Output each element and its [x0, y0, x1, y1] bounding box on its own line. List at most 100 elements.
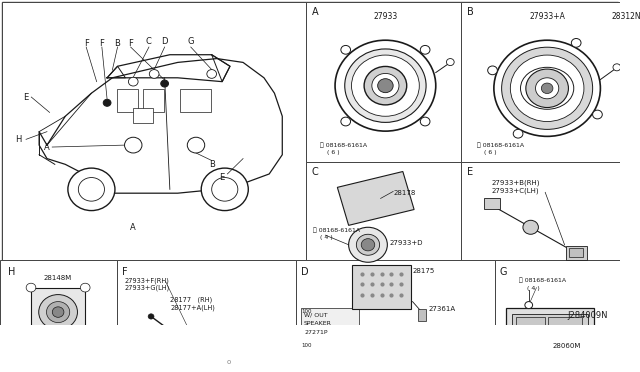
Text: 100: 100 [301, 343, 312, 348]
Text: H: H [8, 267, 15, 277]
Bar [31, 288, 85, 337]
Text: F: F [84, 39, 88, 48]
Ellipse shape [520, 67, 574, 109]
Text: SPEAKER: SPEAKER [304, 321, 332, 326]
Circle shape [364, 67, 406, 105]
Text: ( 6 ): ( 6 ) [327, 150, 340, 155]
Bar [301, 308, 359, 350]
Circle shape [26, 283, 36, 292]
Bar [570, 248, 583, 257]
Circle shape [351, 55, 419, 116]
Bar [306, 2, 461, 162]
Circle shape [207, 70, 216, 78]
Text: Ⓢ 08168-6161A: Ⓢ 08168-6161A [477, 142, 525, 148]
Text: B: B [209, 160, 214, 169]
Bar [0, 260, 117, 325]
Text: Ⓢ 08168-6161A: Ⓢ 08168-6161A [313, 227, 360, 233]
Text: ( 6 ): ( 6 ) [484, 150, 497, 155]
Text: J284009N: J284009N [568, 311, 608, 320]
Text: G: G [188, 37, 194, 46]
Circle shape [341, 117, 351, 126]
Text: B: B [467, 7, 474, 17]
Circle shape [161, 80, 168, 87]
Bar [306, 162, 461, 260]
Text: A: A [131, 223, 136, 232]
Bar [566, 246, 587, 260]
Text: ( 4 ): ( 4 ) [319, 235, 332, 240]
Circle shape [541, 83, 553, 93]
Text: 28148M: 28148M [44, 275, 72, 281]
Bar [117, 260, 296, 325]
Bar [2, 2, 306, 260]
Text: G: G [500, 267, 507, 277]
Text: A: A [44, 142, 50, 151]
Circle shape [356, 234, 380, 255]
Circle shape [526, 69, 568, 108]
Bar [132, 108, 153, 123]
Circle shape [188, 137, 205, 153]
Text: F: F [128, 39, 133, 48]
Text: 28177   (RH): 28177 (RH) [170, 296, 212, 303]
Text: E: E [220, 173, 225, 182]
Text: A: A [312, 7, 319, 17]
Text: C: C [146, 37, 152, 46]
Text: 27361A: 27361A [428, 306, 455, 312]
Circle shape [39, 295, 77, 330]
Circle shape [404, 337, 413, 346]
Text: 27933+G(LH): 27933+G(LH) [125, 285, 170, 292]
Text: 27933: 27933 [373, 12, 397, 21]
Circle shape [510, 55, 584, 122]
Text: D: D [161, 37, 168, 46]
Text: 27933+F(RH): 27933+F(RH) [125, 277, 170, 283]
Circle shape [613, 64, 621, 71]
Ellipse shape [222, 356, 255, 372]
Text: ( 4 ): ( 4 ) [527, 286, 540, 291]
Circle shape [536, 78, 559, 99]
Text: Ⓢ 08168-6161A: Ⓢ 08168-6161A [319, 142, 367, 148]
Text: 28060M: 28060M [553, 343, 581, 349]
Circle shape [494, 40, 600, 137]
Circle shape [513, 129, 523, 138]
Text: 28178: 28178 [393, 190, 415, 196]
Circle shape [47, 302, 70, 323]
Text: W/ OUT: W/ OUT [304, 312, 328, 317]
Circle shape [360, 345, 403, 372]
Bar [620, 2, 630, 162]
Circle shape [341, 45, 351, 54]
Circle shape [125, 137, 142, 153]
Circle shape [148, 314, 154, 319]
Text: E: E [24, 93, 29, 102]
Text: 27933+B(RH): 27933+B(RH) [492, 179, 540, 186]
Text: 28175: 28175 [413, 268, 435, 275]
Ellipse shape [215, 351, 261, 372]
Text: 27271P: 27271P [304, 330, 328, 334]
Circle shape [368, 352, 395, 372]
Text: F: F [99, 39, 104, 48]
Circle shape [212, 177, 238, 201]
Circle shape [81, 283, 90, 292]
Polygon shape [337, 171, 414, 225]
Text: 100: 100 [301, 310, 312, 314]
Circle shape [372, 73, 399, 98]
Circle shape [349, 227, 387, 262]
Bar [506, 308, 594, 369]
Circle shape [78, 177, 104, 201]
Text: B: B [115, 39, 120, 48]
Text: 28177+A(LH): 28177+A(LH) [170, 304, 215, 311]
Circle shape [52, 307, 64, 317]
Circle shape [525, 302, 532, 309]
Circle shape [201, 168, 248, 211]
Bar [495, 260, 620, 325]
Text: o: o [227, 359, 230, 365]
Circle shape [200, 352, 209, 360]
Circle shape [488, 66, 497, 75]
Circle shape [129, 77, 138, 86]
Circle shape [502, 47, 593, 129]
Circle shape [420, 117, 430, 126]
Bar [117, 89, 138, 112]
Circle shape [378, 78, 393, 93]
Text: 28312N: 28312N [612, 12, 640, 21]
Circle shape [103, 99, 111, 106]
Circle shape [335, 40, 436, 131]
Circle shape [420, 45, 430, 54]
